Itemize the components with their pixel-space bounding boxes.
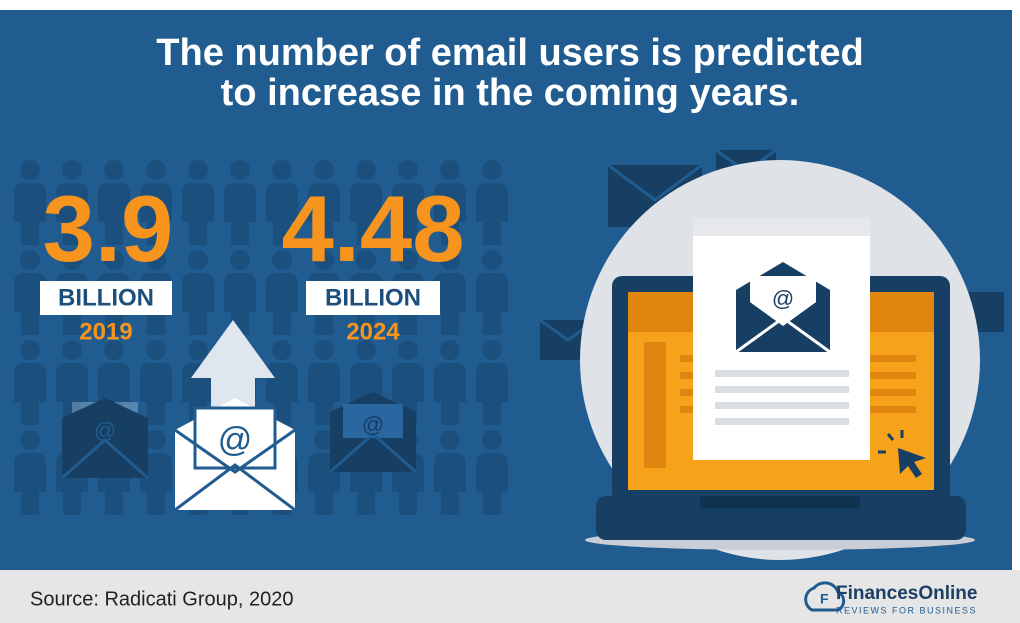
person-head (20, 250, 40, 270)
person-head (482, 340, 502, 360)
person-body (140, 183, 172, 245)
person-head (62, 340, 82, 360)
person-body (476, 273, 508, 335)
person-head (440, 160, 460, 180)
person-body (140, 363, 172, 425)
tagline: REVIEWS FOR BUSINESS (836, 605, 977, 615)
arrow-up (191, 320, 275, 410)
person-body (266, 273, 298, 335)
person-head (146, 160, 166, 180)
person-body (224, 273, 256, 335)
person-body (182, 273, 214, 335)
person-head (440, 250, 460, 270)
svg-text:@: @ (772, 286, 794, 311)
person-body (476, 363, 508, 425)
person-head (188, 160, 208, 180)
title-line: to increase in the coming years. (221, 72, 800, 114)
person-body (434, 183, 466, 245)
logo: F (804, 581, 846, 612)
person-head (314, 430, 334, 450)
person-head (188, 340, 208, 360)
person-head (356, 250, 376, 270)
person-head (398, 160, 418, 180)
person-body (476, 183, 508, 245)
person-head (146, 430, 166, 450)
person-head (482, 160, 502, 180)
person-body (14, 453, 46, 515)
stat-value: 3.9 (43, 176, 174, 281)
title-line: The number of email users is predicted (156, 32, 863, 74)
person-head (314, 250, 334, 270)
footer-bar (0, 570, 1020, 623)
person-body (14, 183, 46, 245)
person-head (146, 340, 166, 360)
stat-year: 2024 (346, 318, 400, 345)
svg-text:@: @ (362, 412, 384, 437)
person-body (224, 183, 256, 245)
stat-unit: BILLION (325, 284, 421, 311)
person-body (266, 183, 298, 245)
stat-value: 4.48 (282, 176, 465, 281)
person-head (272, 250, 292, 270)
person-head (440, 340, 460, 360)
svg-text:@: @ (218, 421, 253, 459)
svg-text:F: F (820, 591, 829, 607)
stat-unit: BILLION (58, 284, 154, 311)
person-head (20, 430, 40, 450)
person-head (230, 250, 250, 270)
person-head (272, 160, 292, 180)
person-head (440, 430, 460, 450)
envelope-small: @ (329, 392, 417, 474)
person-head (356, 160, 376, 180)
laptop-illustration: @ (539, 148, 1004, 560)
person-body (308, 183, 340, 245)
unit-box (306, 281, 440, 315)
unit-box (40, 281, 172, 315)
person-head (314, 340, 334, 360)
person-head (482, 430, 502, 450)
person-head (104, 250, 124, 270)
person-body (98, 183, 130, 245)
svg-text:@: @ (94, 418, 116, 443)
person-head (398, 340, 418, 360)
person-body (434, 363, 466, 425)
person-head (398, 250, 418, 270)
person-head (104, 340, 124, 360)
person-body (14, 363, 46, 425)
person-head (20, 340, 40, 360)
person-body (350, 183, 382, 245)
person-head (230, 160, 250, 180)
person-head (62, 250, 82, 270)
person-head (356, 340, 376, 360)
person-head (146, 250, 166, 270)
brand: FinancesOnline (836, 583, 977, 604)
person-head (62, 160, 82, 180)
person-body (56, 363, 88, 425)
person-body (476, 453, 508, 515)
person-body (392, 183, 424, 245)
person-body (434, 453, 466, 515)
person-body (308, 363, 340, 425)
person-head (482, 250, 502, 270)
person-body (56, 183, 88, 245)
person-head (188, 250, 208, 270)
person-body (182, 183, 214, 245)
person-head (104, 160, 124, 180)
person-body (434, 273, 466, 335)
person-head (272, 340, 292, 360)
person-head (314, 160, 334, 180)
envelope-large: @ (174, 398, 296, 512)
person-head (20, 160, 40, 180)
stat-year: 2019 (79, 318, 132, 345)
envelope-small: @ (61, 398, 149, 480)
source: Source: Radicati Group, 2020 (30, 588, 294, 610)
person-body (14, 273, 46, 335)
